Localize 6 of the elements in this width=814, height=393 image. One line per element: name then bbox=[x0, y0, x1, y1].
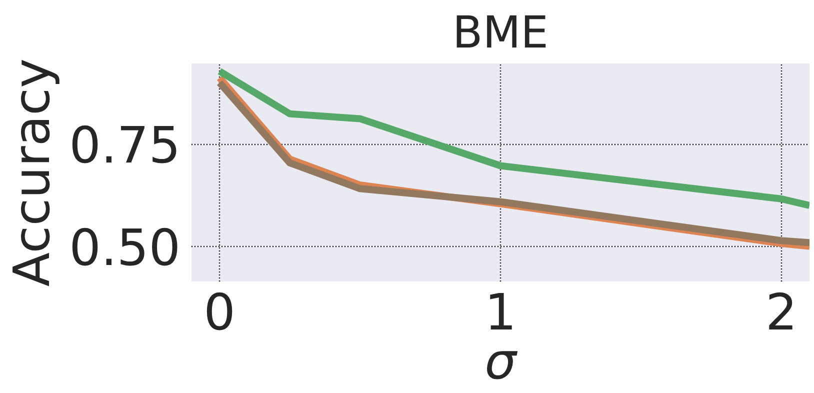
y-axis-title: Accuracy bbox=[3, 58, 62, 287]
x-tick-label: 0 bbox=[204, 284, 236, 342]
y-tick-label: 0.50 bbox=[69, 218, 180, 277]
y-tick-label: 0.75 bbox=[69, 116, 180, 175]
chart-title: BME bbox=[452, 8, 548, 58]
x-tick-label: 2 bbox=[766, 284, 798, 342]
